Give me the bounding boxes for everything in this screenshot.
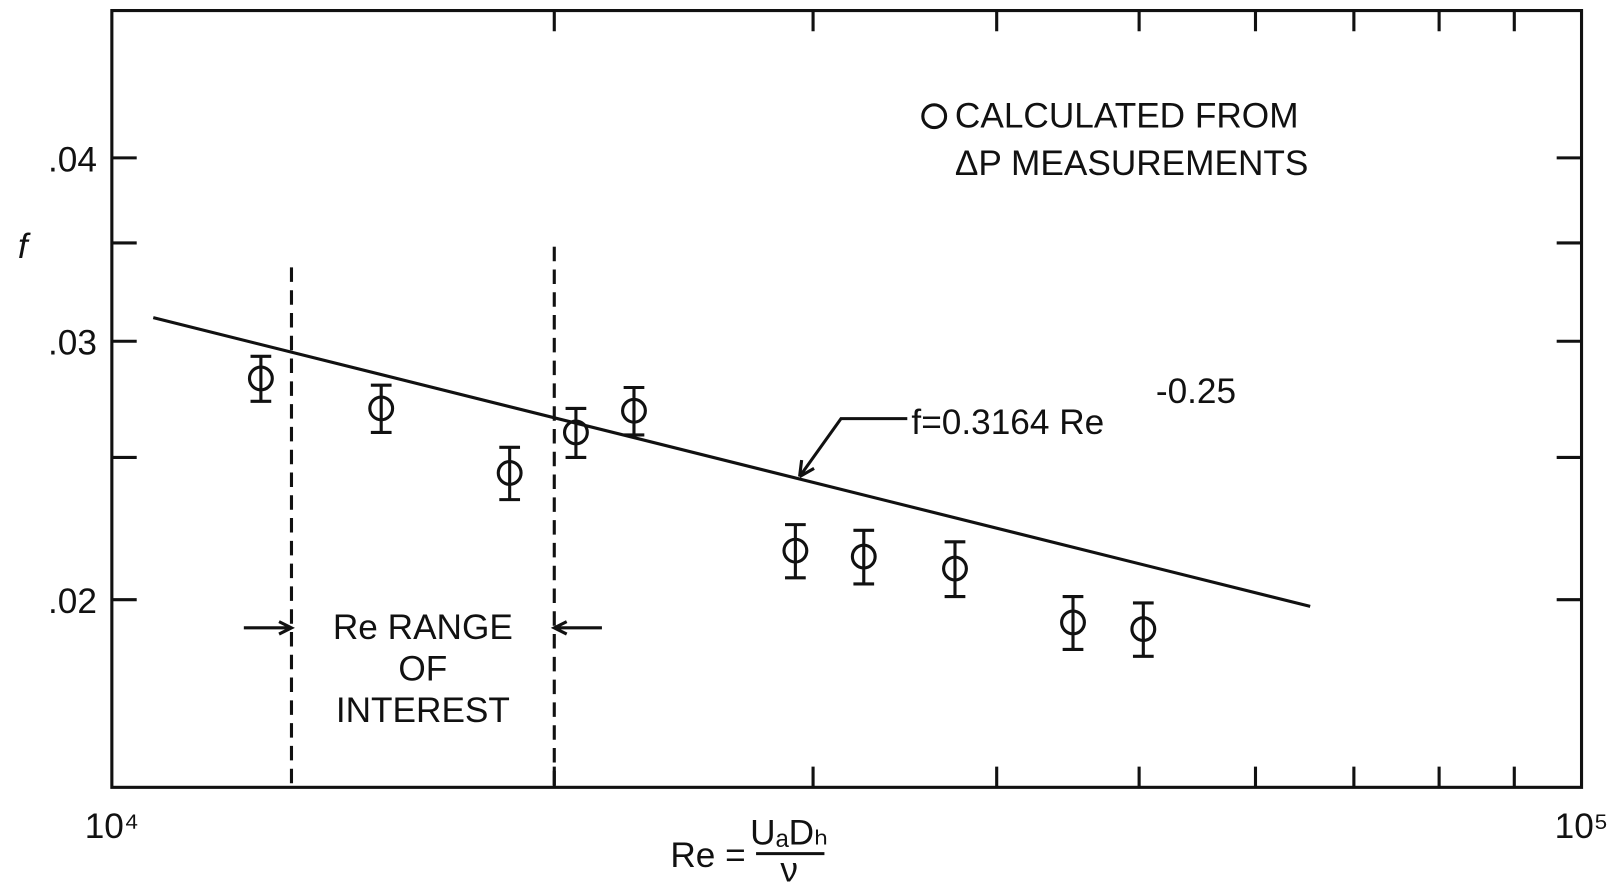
data-point [621, 397, 647, 424]
range-label: Re RANGE [333, 608, 513, 647]
data-point [850, 543, 877, 570]
error-bar [370, 383, 392, 435]
data-point [942, 555, 968, 582]
error-bar [785, 523, 806, 580]
fit-exponent: -0.25 [1156, 372, 1236, 411]
legend-marker [921, 103, 948, 130]
x-axis-label: Re = [670, 836, 745, 875]
fit-pointer [798, 417, 908, 478]
data-point [562, 419, 589, 446]
error-bar [1062, 594, 1084, 651]
y-tick-label: .02 [48, 582, 97, 621]
x-axis-label: UₐDₕ [750, 813, 828, 852]
fit-line [152, 316, 1311, 608]
data-point [1130, 616, 1157, 642]
legend-label: ΔP MEASUREMENTS [955, 144, 1308, 183]
error-bar [623, 385, 645, 437]
y-axis-label: f [18, 227, 31, 266]
range-arrow [550, 620, 602, 636]
range-label: OF [398, 650, 447, 689]
error-bar [1132, 601, 1154, 658]
y-tick-label: .03 [48, 324, 97, 363]
error-bar [499, 445, 521, 502]
error-bar [944, 540, 966, 599]
data-point [496, 460, 523, 486]
legend-label: CALCULATED FROM [955, 97, 1299, 136]
x-axis-label: ν [780, 851, 798, 888]
x-tick-label: 10⁴ [85, 807, 139, 846]
data-point [1060, 609, 1086, 636]
plot-frame [110, 9, 1584, 789]
data-point [247, 365, 274, 392]
error-bar [250, 354, 272, 403]
range-arrow [243, 620, 295, 636]
y-tick-label: .04 [48, 140, 97, 179]
data-point [782, 537, 809, 564]
fit-label: f=0.3164 Re [911, 403, 1104, 442]
x-tick-label: 10⁵ [1555, 807, 1609, 846]
data-point [368, 395, 395, 422]
error-bar [853, 528, 875, 586]
error-bar [565, 406, 587, 460]
range-label: INTEREST [336, 691, 510, 730]
